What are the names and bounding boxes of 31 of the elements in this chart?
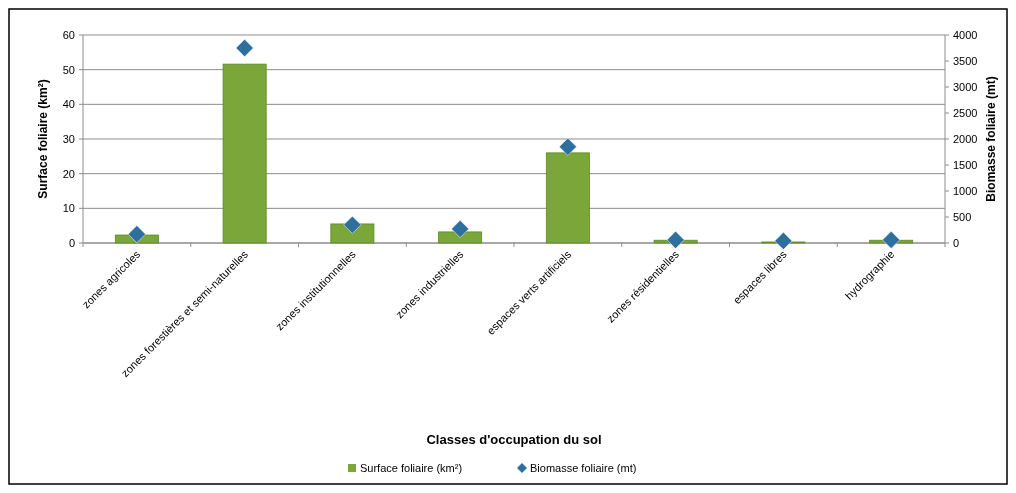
y-tick-label: 20 [62, 167, 75, 180]
y-axis-title: Surface foliaire (km²) [36, 79, 50, 199]
y2-tick-label: 2500 [953, 106, 978, 119]
y2-tick-label: 4000 [953, 28, 978, 41]
y2-tick-label: 1000 [953, 184, 978, 197]
y2-tick-label: 1500 [953, 158, 978, 171]
y-tick-label: 60 [62, 28, 75, 41]
legend-label: Surface foliaire (km²) [360, 461, 463, 474]
point [882, 230, 901, 249]
point [451, 220, 470, 238]
bar [545, 152, 590, 244]
y-tick-label: 50 [62, 63, 75, 76]
legend-label: Biomasse foliaire (mt) [530, 461, 637, 474]
y2-tick-label: 0 [953, 236, 960, 249]
bar [222, 63, 267, 244]
y2-tick-label: 3000 [953, 80, 978, 93]
y2-tick-label: 500 [953, 210, 972, 223]
y-tick-label: 40 [62, 98, 75, 111]
y-tick-label: 10 [62, 202, 75, 215]
point [235, 39, 254, 57]
point [774, 232, 793, 250]
y2-tick-label: 2000 [953, 132, 978, 145]
bar [438, 231, 483, 244]
y2-axis-title: Biomasse foliaire (mt) [984, 76, 998, 202]
y-tick-label: 0 [68, 236, 75, 249]
x-axis-title: Classes d'occupation du sol [426, 432, 602, 447]
point [127, 225, 146, 244]
point [666, 230, 685, 249]
point [558, 137, 577, 156]
y2-tick-label: 3500 [953, 54, 978, 67]
y-tick-label: 30 [62, 132, 75, 145]
